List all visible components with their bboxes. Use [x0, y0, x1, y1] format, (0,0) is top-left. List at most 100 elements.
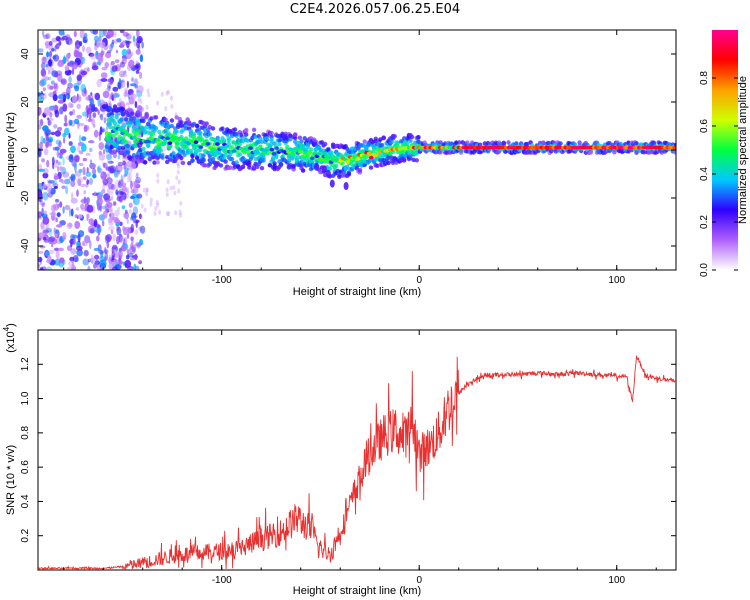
- spectrogram-cell: [63, 122, 68, 127]
- spectrogram-cell: [90, 254, 94, 262]
- spectrogram-cell: [247, 162, 252, 167]
- spectrogram-cell: [42, 172, 49, 179]
- spectrogram-cell: [100, 72, 108, 79]
- spectrogram-cell: [50, 131, 56, 136]
- spectrogram-cell: [174, 210, 178, 216]
- spectrogram-cell: [93, 92, 100, 100]
- spectrogram-cell: [97, 97, 101, 107]
- spectrogram-cell: [133, 140, 138, 145]
- spectrogram-cell: [136, 40, 141, 49]
- spectrogram-cell: [174, 129, 179, 134]
- spectrogram-cell: [81, 136, 87, 142]
- spectrogram-cell: [327, 166, 333, 171]
- spectrogram-cell: [78, 134, 82, 144]
- spectrogram-cell: [68, 141, 73, 146]
- spectrogram-cell: [52, 55, 57, 60]
- spectrogram-cell: [146, 121, 151, 127]
- spectrogram-cell: [130, 93, 134, 99]
- spectrogram-cell: [71, 192, 74, 200]
- spectrogram-cell: [100, 171, 107, 180]
- spectrogram-cell: [226, 136, 231, 141]
- spectrogram-cell: [379, 142, 385, 148]
- spectrogram-cell: [368, 165, 374, 170]
- spectrogram-cell: [139, 225, 146, 234]
- spectrogram-y-tick-label: -20: [20, 190, 31, 205]
- spectrogram-cell: [79, 150, 84, 155]
- spectrogram-cell: [362, 139, 367, 144]
- snr-scale-factor: (x104): [2, 323, 17, 353]
- spectrogram-cell: [59, 106, 64, 115]
- spectrogram-cell: [160, 155, 165, 160]
- spectrogram-cell: [357, 168, 363, 173]
- spectrogram-cell: [103, 163, 106, 168]
- spectrogram-cell: [45, 63, 49, 68]
- spectrogram-cell: [201, 157, 206, 162]
- spectrogram-cell: [89, 30, 97, 34]
- snr-y-axis-label: SNR (10 * v/v): [5, 445, 17, 515]
- spectrogram-cell: [80, 203, 85, 210]
- spectrogram-cell: [70, 264, 76, 270]
- spectrogram-cell: [634, 150, 639, 155]
- spectrogram-cell: [85, 112, 88, 122]
- spectrogram-cell: [79, 30, 85, 39]
- spectrogram-cell: [165, 211, 169, 217]
- spectrogram-cell: [169, 123, 175, 129]
- spectrogram-cell: [56, 159, 59, 164]
- spectrogram-cell: [229, 145, 235, 150]
- spectrogram-cell: [642, 150, 647, 155]
- spectrogram-cell: [110, 190, 114, 196]
- spectrogram-cell: [103, 30, 107, 37]
- spectrogram-cell: [46, 159, 50, 168]
- snr-x-tick-label: -100: [212, 575, 232, 586]
- spectrogram-cell: [145, 191, 149, 197]
- spectrogram-cell: [193, 140, 199, 144]
- spectrogram-cell: [70, 208, 74, 217]
- spectrogram-cell: [103, 149, 106, 155]
- snr-y-tick-label: 0.6: [20, 460, 31, 474]
- spectrogram-cell: [90, 53, 97, 60]
- spectrogram-cell: [98, 132, 102, 142]
- spectrogram-cell: [97, 61, 101, 65]
- spectrogram-cell: [329, 179, 335, 188]
- spectrogram-cell: [126, 248, 130, 254]
- spectrogram-cell: [70, 145, 76, 154]
- spectrogram-cell: [124, 259, 132, 268]
- snr-y-tick-label: 1.2: [20, 357, 31, 371]
- spectrogram-cell: [76, 114, 83, 119]
- spectrogram-cell: [124, 237, 128, 246]
- spectrogram-x-tick-label: 100: [608, 275, 625, 286]
- spectrogram-cell: [59, 155, 63, 159]
- spectrogram-cell: [58, 247, 64, 252]
- spectrogram-cell: [131, 116, 137, 121]
- spectrogram-cell: [109, 165, 117, 174]
- spectrogram-cell: [134, 181, 138, 187]
- spectrogram-cell: [71, 61, 78, 70]
- spectrogram-cell: [465, 140, 470, 145]
- spectrogram-cell: [76, 103, 81, 110]
- spectrogram-cell: [70, 61, 76, 65]
- spectrogram-cell: [109, 79, 114, 85]
- spectrogram-cell: [64, 204, 71, 211]
- spectrogram-cell: [457, 140, 462, 145]
- spectrogram-cell: [126, 172, 130, 178]
- spectrogram-cell: [52, 104, 59, 111]
- spectrogram-cell: [141, 118, 146, 124]
- spectrogram-cell: [160, 91, 164, 97]
- spectrogram-cell: [316, 152, 322, 156]
- spectrogram-cell: [98, 152, 106, 161]
- spectrogram-cell: [409, 134, 415, 140]
- spectrogram-cell: [66, 53, 71, 60]
- spectrogram-cell: [38, 125, 42, 130]
- spectrogram-marks: [38, 30, 676, 270]
- spectrogram-cell: [130, 257, 136, 261]
- spectrogram-cell: [672, 145, 676, 150]
- spectrogram-cell: [72, 255, 79, 263]
- spectrogram-cell: [153, 211, 157, 216]
- spectrogram-cell: [122, 129, 128, 133]
- spectrogram-cell: [175, 175, 179, 181]
- spectrogram-cell: [64, 127, 70, 136]
- spectrogram-cell: [139, 98, 143, 104]
- spectrogram-cell: [119, 221, 123, 226]
- spectrogram-cell: [300, 154, 306, 159]
- spectrogram-cell: [73, 160, 78, 169]
